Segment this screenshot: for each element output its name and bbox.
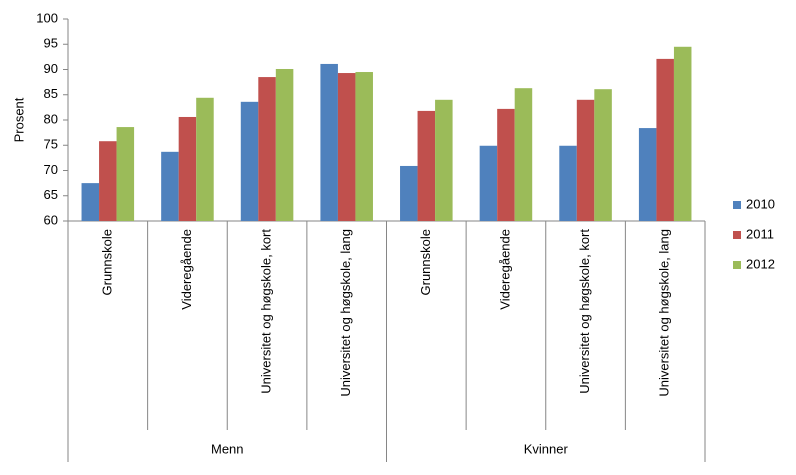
bar [275, 68, 294, 222]
bar [514, 88, 533, 221]
bar [99, 141, 117, 221]
bar [178, 116, 197, 221]
group-label: Menn [211, 441, 244, 456]
y-tick-label: 90 [44, 61, 58, 76]
bar [417, 110, 436, 221]
x-tick-label: Universitet og høgskole, kort [259, 229, 274, 394]
bar [435, 99, 453, 221]
bar [161, 151, 179, 221]
x-tick-label: Universitet og høgskole, lang [657, 229, 672, 397]
group-label: Kvinner [524, 441, 569, 456]
bar [576, 99, 595, 221]
bar [497, 108, 515, 221]
bar [673, 46, 692, 222]
y-tick-label: 70 [44, 162, 58, 177]
bar [337, 73, 356, 221]
bar [116, 127, 135, 221]
x-tick-label: Universitet og høgskole, kort [577, 229, 592, 394]
y-axis-label: Prosent [11, 97, 26, 142]
bar [638, 128, 657, 221]
legend-label: 2011 [746, 226, 774, 241]
legend-label: 2010 [746, 196, 775, 211]
y-tick-label: 100 [36, 10, 58, 25]
bar [81, 183, 100, 221]
y-tick-label: 80 [44, 111, 58, 126]
legend-swatch [733, 261, 741, 269]
x-tick-label: Grunnskole [418, 229, 433, 295]
y-tick-label: 85 [44, 86, 58, 101]
bar [258, 77, 276, 221]
x-tick-label: Universitet og høgskole, lang [338, 229, 353, 397]
bar [320, 63, 338, 221]
y-tick-label: 65 [44, 187, 58, 202]
y-tick-label: 75 [44, 137, 58, 152]
y-tick-label: 95 [44, 36, 58, 51]
bar [479, 145, 498, 221]
bar [196, 97, 214, 221]
bar [355, 72, 373, 222]
bar [400, 165, 418, 221]
x-tick-label: Videregående [179, 229, 194, 310]
bar [240, 101, 259, 221]
legend-label: 2012 [746, 256, 775, 271]
bar [559, 145, 577, 221]
bar [656, 58, 674, 221]
y-tick-label: 60 [44, 212, 58, 227]
x-tick-label: Videregående [497, 229, 512, 310]
x-tick-label: Grunnskole [99, 229, 114, 295]
legend-swatch [733, 201, 741, 209]
bar [594, 89, 612, 221]
legend-swatch [733, 231, 741, 239]
